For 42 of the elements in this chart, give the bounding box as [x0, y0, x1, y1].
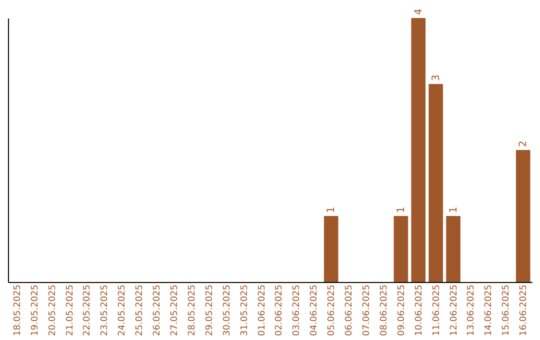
- x-tick-label: 22.05.2025: [82, 284, 93, 336]
- x-tick-label: 14.06.2025: [484, 284, 494, 336]
- data-label: 2: [518, 140, 530, 147]
- x-tick-label: 13.06.2025: [466, 284, 477, 336]
- bar: [394, 216, 408, 282]
- data-label: 1: [396, 206, 407, 213]
- bar: [446, 216, 460, 282]
- x-tick-label: 28.05.2025: [187, 284, 198, 336]
- bar: [428, 84, 443, 282]
- x-tick-label: 05.06.2025: [327, 284, 338, 336]
- x-tick-label: 06.06.2025: [344, 284, 355, 336]
- bar: [516, 150, 530, 282]
- data-label: 3: [430, 74, 442, 81]
- x-tick-label: 16.06.2025: [519, 284, 530, 336]
- x-tick-label: 25.05.2025: [135, 284, 146, 336]
- x-tick-label: 10.06.2025: [414, 284, 424, 336]
- x-tick-label: 20.05.2025: [48, 284, 58, 336]
- x-tick-label: 08.06.2025: [379, 284, 390, 336]
- x-tick-label: 12.06.2025: [449, 284, 460, 336]
- x-tick-label: 26.05.2025: [152, 284, 163, 336]
- x-tick-label: 27.05.2025: [170, 284, 180, 336]
- data-label: 4: [413, 8, 424, 15]
- x-tick-label: 15.06.2025: [502, 284, 512, 336]
- x-tick-label: 11.06.2025: [432, 284, 442, 336]
- x-tick-label: 21.05.2025: [65, 284, 76, 336]
- data-label: 1: [448, 206, 460, 213]
- x-tick-label: 30.05.2025: [222, 284, 232, 336]
- x-tick-label: 04.06.2025: [310, 284, 320, 336]
- x-tick-label: 31.05.2025: [240, 284, 250, 336]
- x-tick-label: 23.05.2025: [100, 284, 110, 336]
- bar: [411, 18, 426, 282]
- data-label: 1: [326, 206, 338, 213]
- x-tick-label: 09.06.2025: [396, 284, 407, 336]
- x-tick-label: 03.06.2025: [292, 284, 302, 336]
- x-tick-label: 18.05.2025: [12, 284, 23, 336]
- x-tick-label: 29.05.2025: [204, 284, 215, 336]
- x-tick-label: 19.05.2025: [30, 284, 40, 336]
- x-tick-label: 24.05.2025: [118, 284, 128, 336]
- x-tick-label: 07.06.2025: [362, 284, 372, 336]
- x-tick-label: 01.06.2025: [257, 284, 268, 336]
- bar: [324, 216, 338, 282]
- x-tick-label: 02.06.2025: [274, 284, 285, 336]
